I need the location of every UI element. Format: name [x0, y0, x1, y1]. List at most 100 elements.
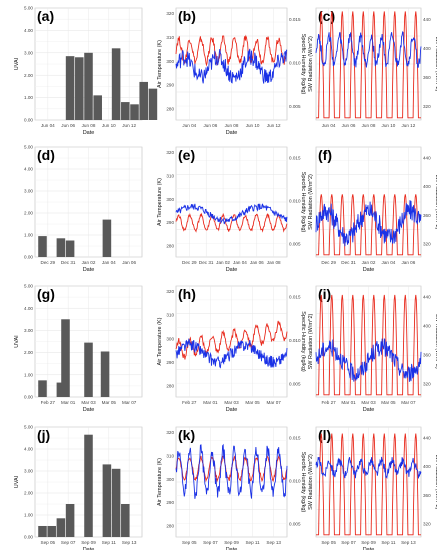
x-tick-h: Mar 05 — [245, 400, 260, 405]
x-tick-j: Sep 05 — [41, 540, 56, 545]
y-axis-label-c: SW Radiation (W/m^2) — [308, 36, 314, 92]
y-tick-k: 300 — [166, 477, 174, 482]
y-tick-j: 3.00 — [24, 469, 33, 474]
bar-a-7 — [139, 81, 148, 120]
y-tick-j: 2.00 — [24, 491, 33, 496]
x-tick-l: Sep 11 — [381, 540, 396, 545]
y-tick-g: 1.00 — [24, 372, 33, 377]
y-tick-g: 3.00 — [24, 328, 33, 333]
x-axis-label-i: Date — [363, 407, 375, 413]
y2-axis-label-h: Specific Humidity (kg/kg) — [300, 311, 306, 372]
series-line-e-right — [175, 203, 288, 225]
panel-label-a: (a) — [37, 8, 54, 24]
x-axis-label-d: Date — [83, 267, 95, 273]
x-tick-e: Jan 04 — [233, 260, 247, 265]
bar-g-1 — [56, 382, 66, 397]
series-line-h-left — [175, 320, 288, 360]
y2-tick-i: 360 — [423, 352, 431, 357]
panel-label-b: (b) — [178, 8, 196, 24]
x-tick-d: Jan 02 — [82, 260, 96, 265]
x-tick-k: Sep 05 — [182, 540, 197, 545]
y-tick-b: 280 — [166, 106, 174, 111]
panel-a: Jun 04 Jun 06 Jun 08 Jun 10 Jun 12 (a) Date 0.0… — [14, 6, 158, 136]
y-axis-label-k: Air Temperature (K) — [157, 458, 163, 506]
x-tick-e: Dec 29 — [182, 260, 197, 265]
y-tick-e: 280 — [166, 244, 174, 249]
x-tick-d: Jan 04 — [102, 260, 116, 265]
y-tick-d: 1.00 — [24, 233, 33, 238]
series-line-e-left — [175, 212, 288, 233]
x-tick-c: Jun 08 — [362, 123, 376, 128]
y-tick-a: 3.00 — [24, 50, 33, 55]
x-tick-g: Mar 05 — [102, 400, 117, 405]
bar-a-2 — [84, 52, 93, 120]
x-tick-k: Sep 09 — [224, 540, 239, 545]
bar-j-1 — [47, 526, 56, 537]
x-tick-d: Dec 29 — [41, 260, 56, 265]
bar-d-2 — [65, 240, 75, 257]
x-tick-j: Sep 11 — [102, 540, 117, 545]
y-tick-g: 4.00 — [24, 306, 33, 311]
panel-f: Dec 29 Dec 31 Jan 02 Jan 04 Jan 06 (f) Date SW … — [308, 146, 437, 273]
y-tick-b: 310 — [166, 35, 174, 40]
y2-axis-label-f: LW Radiation (W/m^2) — [434, 175, 437, 230]
y-tick-e: 310 — [166, 173, 174, 178]
y2-tick-i: 320 — [423, 381, 431, 386]
y2-axis-label-i: LW Radiation (W/m^2) — [434, 314, 437, 369]
bar-j-6 — [111, 468, 121, 537]
x-axis-label-j: Date — [83, 547, 95, 550]
y-axis-label-l: SW Radiation (W/m^2) — [308, 454, 314, 510]
x-axis-label-l: Date — [363, 547, 375, 550]
x-tick-e: Jan 06 — [250, 260, 264, 265]
bar-j-2 — [56, 518, 66, 537]
x-tick-j: Sep 13 — [122, 540, 137, 545]
x-tick-f: Jan 02 — [362, 260, 376, 265]
panel-label-f: (f) — [318, 147, 332, 163]
series-line-c-right — [315, 31, 422, 69]
x-axis-label-h: Date — [226, 407, 238, 413]
y2-tick-f: 360 — [423, 213, 431, 218]
y-tick-b: 300 — [166, 59, 174, 64]
bar-a-6 — [130, 104, 139, 120]
x-tick-e: Dec 31 — [199, 260, 214, 265]
x-tick-b: Jun 12 — [267, 123, 281, 128]
x-axis-label-a: Date — [83, 130, 95, 136]
y2-tick-f: 400 — [423, 184, 431, 189]
y-tick-a: 0.00 — [24, 118, 33, 123]
y-tick-a: 4.00 — [24, 28, 33, 33]
bar-j-0 — [38, 526, 47, 537]
y-tick-a: 5.00 — [24, 6, 33, 11]
x-tick-h: Mar 01 — [203, 400, 218, 405]
y2-tick-i: 400 — [423, 324, 431, 329]
x-tick-a: Jun 04 — [41, 123, 55, 128]
bar-d-1 — [56, 238, 66, 257]
x-tick-i: Mar 05 — [381, 400, 396, 405]
y2-tick-h: 0.010 — [289, 338, 301, 343]
y2-tick-i: 440 — [423, 295, 431, 300]
bar-d-3 — [102, 219, 112, 257]
y-axis-label-f: SW Radiation (W/m^2) — [308, 174, 314, 230]
bar-d-0 — [38, 236, 47, 257]
bar-a-5 — [121, 102, 130, 120]
y-axis-label-g: UVAI — [14, 335, 20, 348]
x-tick-j: Sep 07 — [61, 540, 76, 545]
bar-j-4 — [84, 434, 93, 537]
x-tick-h: Mar 07 — [267, 400, 282, 405]
x-tick-d: Dec 31 — [61, 260, 76, 265]
series-line-l-right — [315, 456, 422, 479]
bar-j-5 — [102, 464, 112, 537]
x-tick-g: Feb 27 — [41, 400, 56, 405]
x-axis-label-b: Date — [226, 130, 238, 136]
x-tick-k: Sep 07 — [203, 540, 218, 545]
y2-tick-c: 400 — [423, 46, 431, 51]
y-tick-a: 2.00 — [24, 73, 33, 78]
y2-tick-b: 0.015 — [289, 17, 301, 22]
panel-label-k: (k) — [178, 427, 195, 443]
bar-g-4 — [100, 351, 110, 397]
y2-axis-label-c: LW Radiation (W/m^2) — [434, 37, 437, 92]
y-tick-k: 290 — [166, 500, 174, 505]
y-axis-label-i: SW Radiation (W/m^2) — [308, 313, 314, 369]
x-tick-i: Mar 07 — [401, 400, 416, 405]
bar-g-0 — [38, 380, 47, 397]
x-tick-b: Jun 06 — [204, 123, 218, 128]
